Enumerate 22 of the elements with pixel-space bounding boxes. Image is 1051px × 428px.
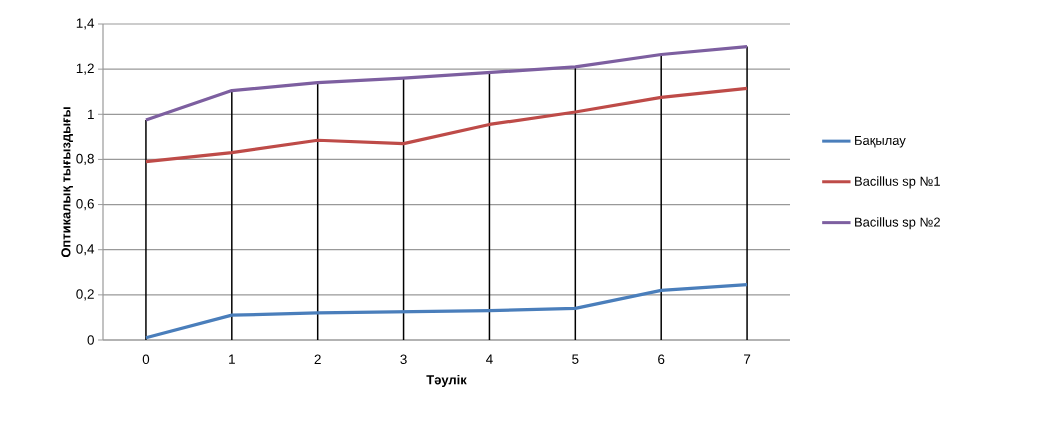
x-tick-label: 6	[658, 354, 665, 365]
y-tick-label: 0,2	[76, 289, 94, 301]
x-tick-label: 1	[229, 354, 235, 364]
legend-label: Bacillus sp №2	[855, 217, 940, 230]
x-tick-label: 3	[400, 354, 407, 365]
x-tick-label: 0	[142, 354, 150, 365]
y-tick-label: 1,2	[76, 63, 94, 75]
y-tick-label: 0,6	[76, 199, 94, 211]
y-tick-label: 0	[87, 335, 94, 345]
x-tick-label: 5	[572, 354, 579, 364]
y-tick-label: 0,8	[76, 153, 94, 165]
y-tick-label: 1,4	[76, 18, 95, 30]
y-tick-label: 1	[88, 109, 94, 119]
legend-label: Bacillus sp №1	[855, 176, 940, 189]
x-tick-label: 4	[486, 354, 493, 364]
line-series	[144, 86, 749, 164]
x-tick-label: 2	[314, 354, 321, 364]
y-tick-label: 0,4	[76, 244, 95, 256]
y-axis-title: Оптикалық тығыздығы	[61, 107, 73, 258]
x-tick-label: 7	[744, 354, 751, 364]
legend-label: Бақылау	[855, 135, 906, 148]
x-axis-title: Тәулік	[426, 374, 467, 387]
